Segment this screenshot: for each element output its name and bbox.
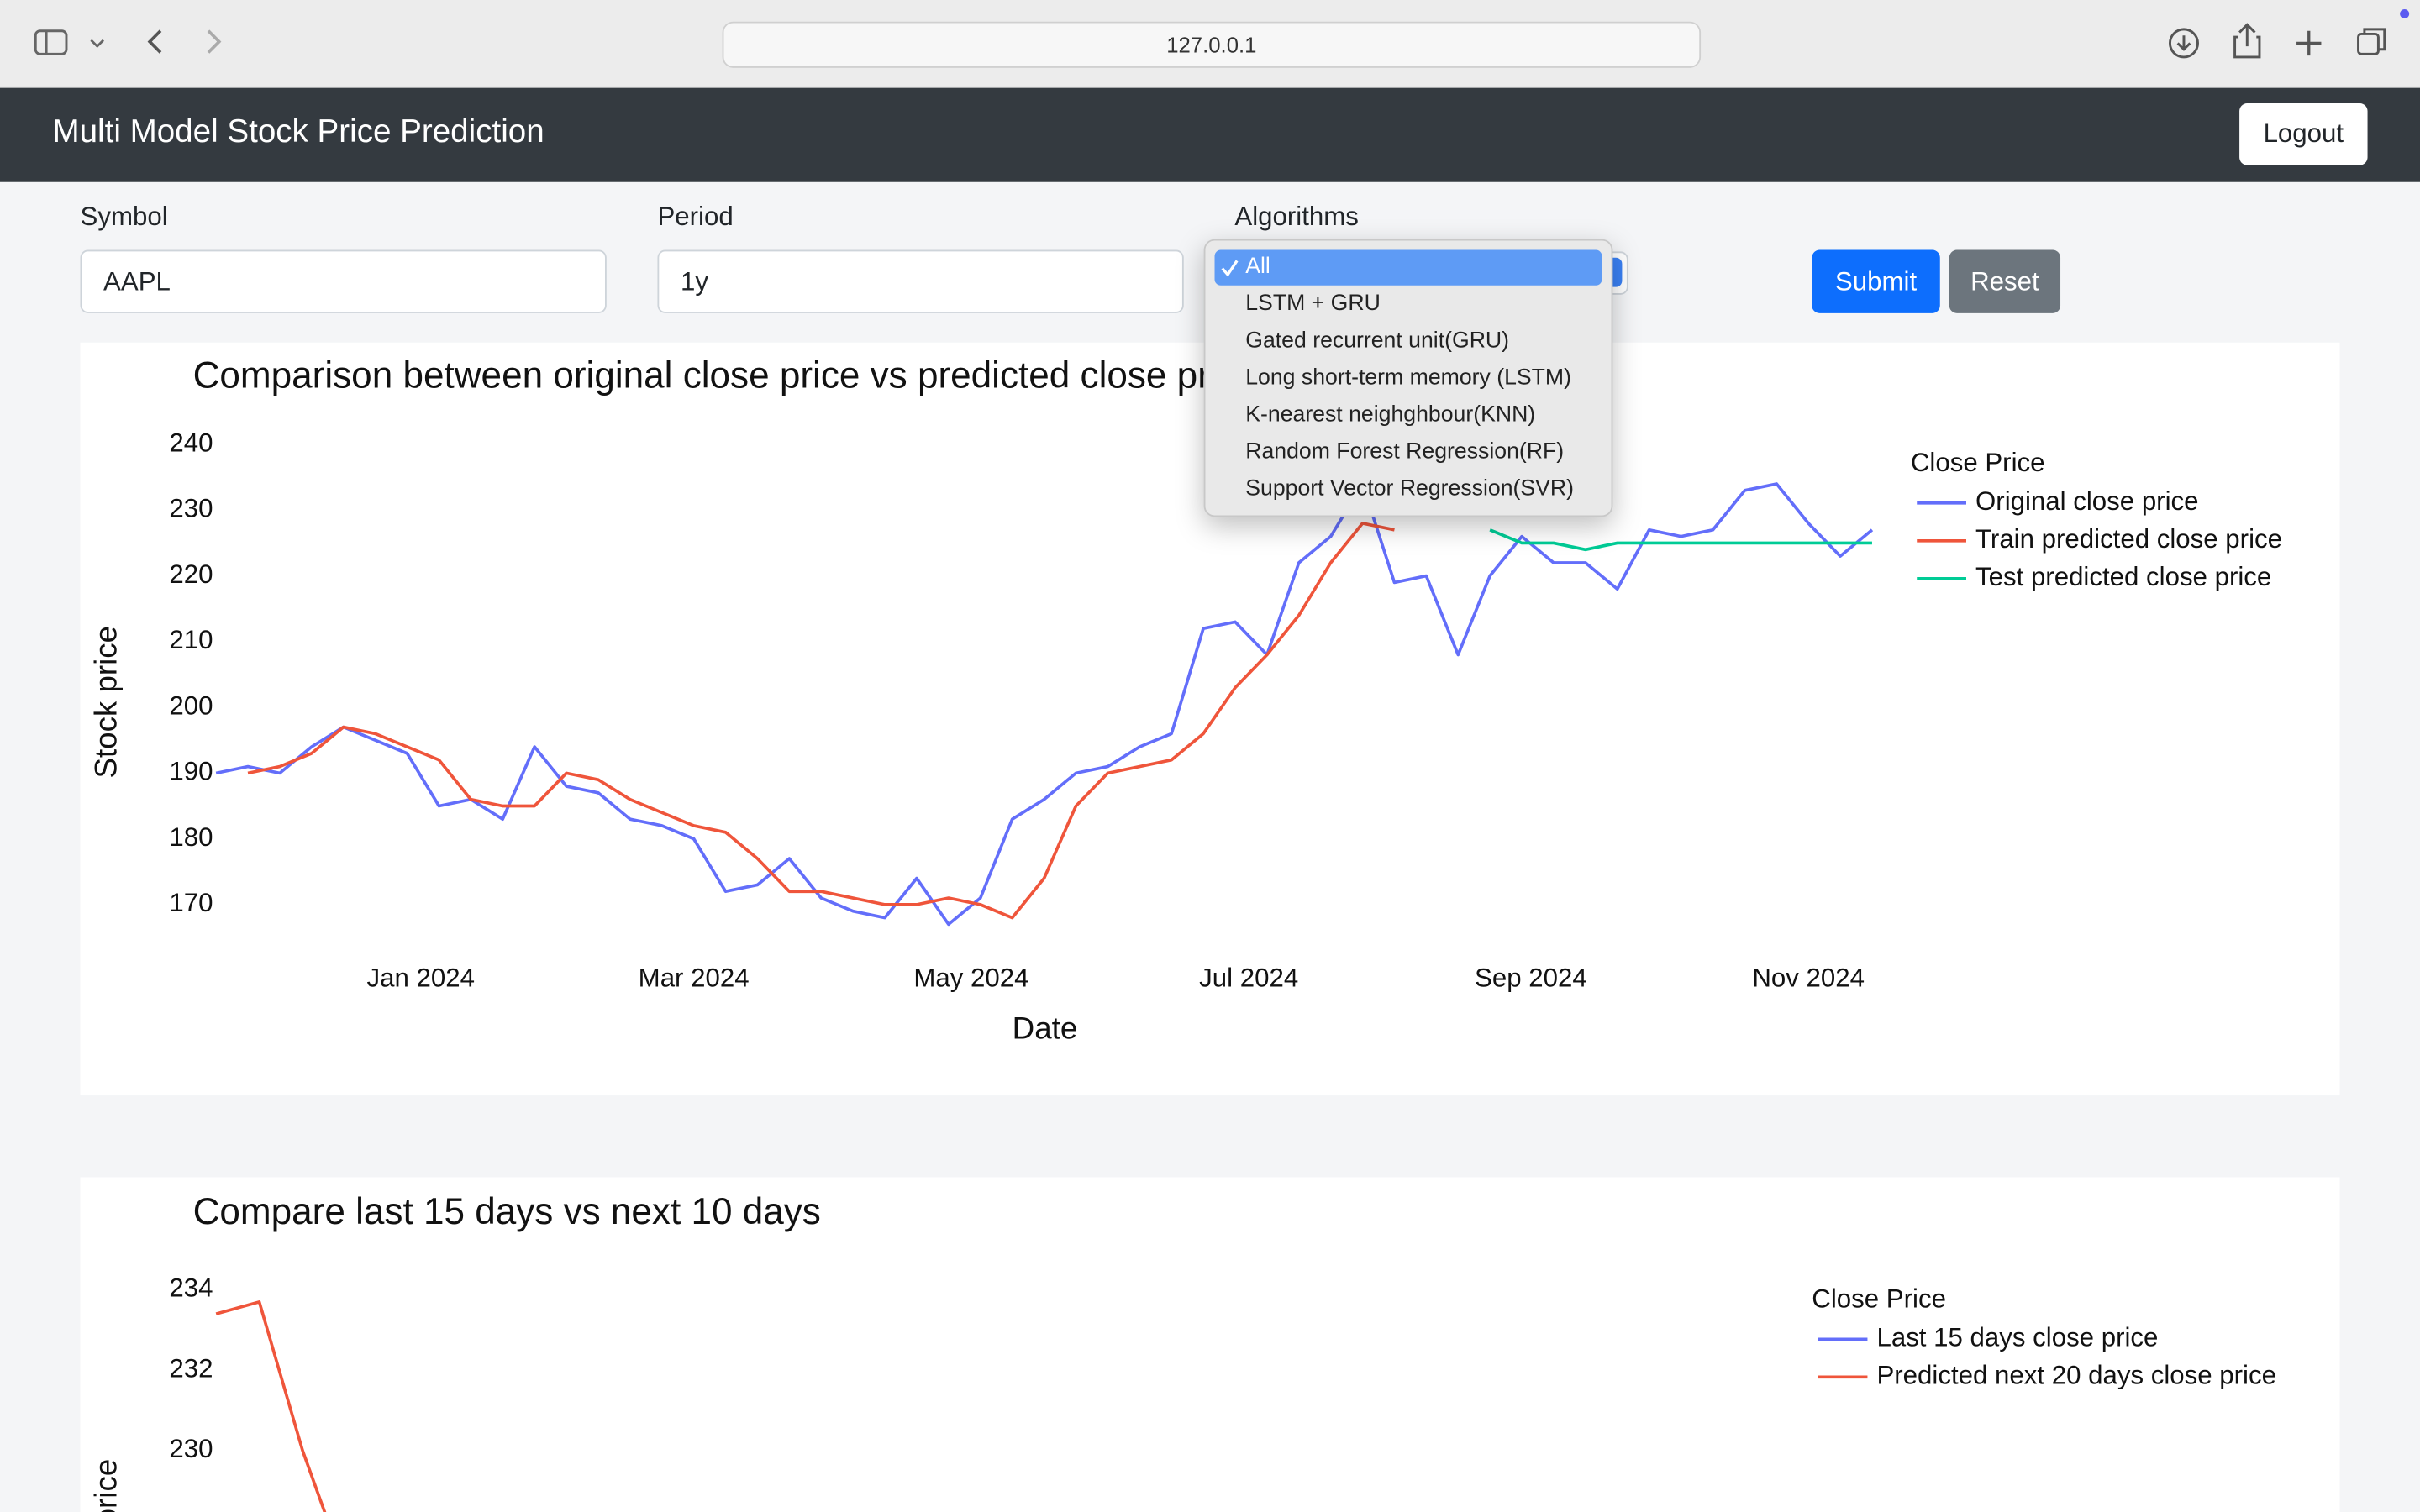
series-line [215,482,1874,927]
legend-title: Close Price [1812,1284,1946,1314]
y-tick-label: 232 [169,1353,213,1383]
period-label: Period [657,202,734,232]
selected-highlight [1214,249,1602,286]
y-tick-label: 170 [169,888,213,917]
toolbar-icons [34,9,2410,59]
series-line [215,1300,327,1512]
url-text: 127.0.0.1 [1166,32,1257,57]
y-axis-title: Stock price [88,1459,123,1512]
x-tick-label: Mar 2024 [639,963,750,993]
dropdown-option[interactable]: Long short-term memory (LSTM) [1245,365,1571,391]
chart-card [80,1177,2340,1512]
check-icon [1221,260,1239,277]
address-bar[interactable]: 127.0.0.1 [722,21,1702,68]
legend-title: Close Price [1911,448,2045,477]
legend-label: Original close price [1975,486,2198,516]
dropdown-option[interactable]: LSTM + GRU [1245,291,1381,317]
y-axis-title: Stock price [88,626,123,779]
y-tick-label: 234 [169,1273,213,1303]
x-tick-label: Nov 2024 [1752,963,1865,993]
chart-title: Comparison between original close price … [193,355,1258,396]
dropdown-option[interactable]: Random Forest Regression(RF) [1245,439,1565,465]
x-tick-label: May 2024 [913,963,1028,993]
browser-toolbar: 127.0.0.1 [0,0,2420,88]
dropdown-option[interactable]: Gated recurrent unit(GRU) [1245,328,1510,354]
dropdown-option[interactable]: All [1245,255,1270,280]
symbol-label: Symbol [80,202,168,232]
x-tick-label: Jul 2024 [1199,963,1298,993]
logout-button[interactable]: Logout [2239,103,2368,165]
x-tick-label: Jan 2024 [367,963,475,993]
series-line [247,522,1395,920]
legend-label: Predicted next 20 days close price [1876,1361,2275,1390]
y-tick-label: 210 [169,625,213,654]
brand[interactable]: Multi Model Stock Price Prediction [52,113,544,150]
chart-title: Compare last 15 days vs next 10 days [193,1191,821,1232]
submit-button[interactable]: Submit [1812,249,1940,313]
x-axis-title: Date [1013,1011,1078,1046]
dropdown-option[interactable]: Support Vector Regression(SVR) [1245,476,1575,501]
symbol-input[interactable]: AAPL [80,249,607,313]
algorithms-label: Algorithms [1234,202,1359,232]
y-tick-label: 200 [169,690,213,720]
reset-button[interactable]: Reset [1949,249,2061,313]
y-tick-label: 220 [169,559,213,589]
series-line [1489,528,1872,552]
dropdown-option[interactable]: K-nearest neighghbour(KNN) [1245,402,1536,428]
navbar [0,87,2420,182]
y-tick-label: 230 [169,494,213,523]
period-input[interactable]: 1y [657,249,1184,313]
legend-label: Train predicted close price [1975,524,2282,554]
dropdown-menu: All LSTM + GRU Gated recurrent unit(GRU) Lo… [1203,239,1613,517]
legend-label: Last 15 days close price [1876,1323,2158,1352]
y-tick-label: 230 [169,1434,213,1463]
y-tick-label: 180 [169,822,213,852]
legend-label: Test predicted close price [1975,562,2271,591]
x-tick-label: Sep 2024 [1475,963,1587,993]
y-tick-label: 240 [169,428,213,457]
y-tick-label: 190 [169,757,213,786]
